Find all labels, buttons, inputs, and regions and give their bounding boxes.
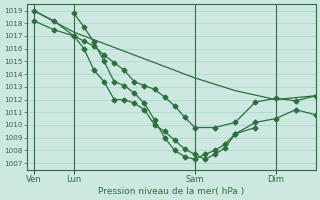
X-axis label: Pression niveau de la mer( hPa ): Pression niveau de la mer( hPa ) [98, 187, 244, 196]
